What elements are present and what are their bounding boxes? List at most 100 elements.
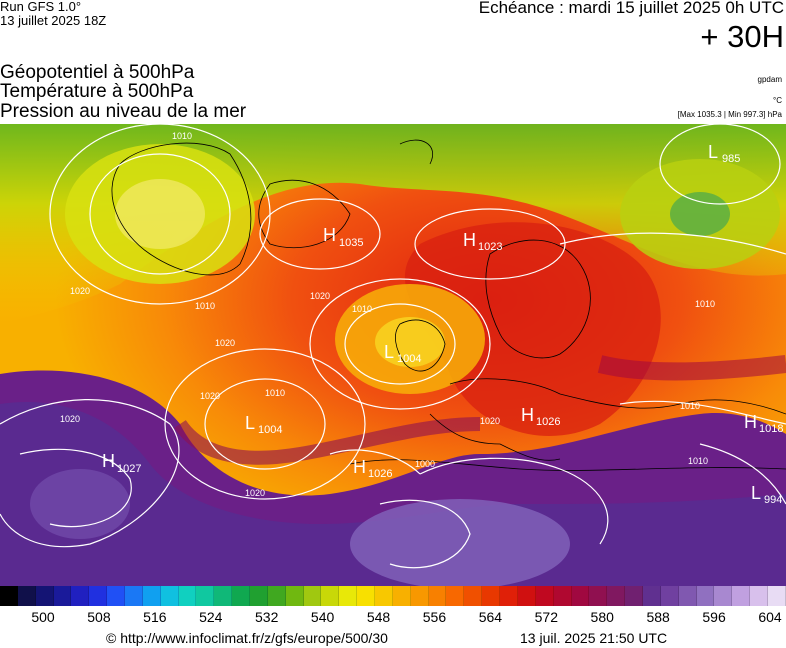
pressure-center: H 1018 <box>744 412 783 435</box>
color-swatch <box>160 586 179 606</box>
isobar-label: 1020 <box>245 488 265 498</box>
unit-celsius: °C <box>773 96 782 105</box>
color-scale-tick: 588 <box>646 609 670 625</box>
britain-coast <box>395 319 446 372</box>
color-swatch <box>464 586 483 606</box>
isobar-label: 1020 <box>480 416 500 426</box>
color-swatch <box>767 586 786 606</box>
isobar-label: 1010 <box>195 301 215 311</box>
unit-pressure-range: [Max 1035.3 | Min 997.3] hPa <box>677 110 782 119</box>
pressure-center: L 1004 <box>245 413 282 436</box>
isobar-label: 1010 <box>352 304 372 314</box>
color-swatch <box>732 586 751 606</box>
color-swatch <box>428 586 447 606</box>
isobar-label: 1020 <box>310 291 330 301</box>
pressure-center-value: 985 <box>722 153 740 165</box>
color-swatch <box>267 586 286 606</box>
subtropical-core <box>0 402 786 586</box>
pressure-center-value: 1027 <box>117 463 141 475</box>
isobar-iberia <box>329 449 421 475</box>
iceland-coast <box>258 180 351 249</box>
pressure-center-type: L <box>751 483 761 503</box>
color-swatch <box>35 586 54 606</box>
color-swatch <box>678 586 697 606</box>
isobar-label: 1010 <box>695 299 715 309</box>
color-swatch <box>285 586 304 606</box>
color-swatch <box>250 586 268 606</box>
pressure-center-type: H <box>102 451 115 471</box>
pressure-center-value: 1023 <box>478 241 502 253</box>
north-africa-coast <box>349 459 786 471</box>
color-swatch <box>607 586 626 606</box>
pressure-center-value: 1026 <box>536 416 560 428</box>
transition-band-east <box>597 355 786 381</box>
unit-gpdam: gpdam <box>757 75 782 84</box>
isobar-label: 1020 <box>200 391 220 401</box>
pressure-center-value: 994 <box>764 494 782 506</box>
color-scale-ticks: 500 508 516 524 532 540 548 556 564 572 580 588 596 6… <box>0 609 786 627</box>
pressure-center-type: L <box>384 342 394 362</box>
color-swatch <box>303 586 322 606</box>
pressure-center-type: L <box>245 413 255 433</box>
pressure-center: L 985 <box>708 142 740 165</box>
color-swatch <box>446 586 465 606</box>
color-scale-tick: 556 <box>422 609 447 625</box>
azores-warm-core <box>30 469 130 539</box>
generated-time: 13 juil. 2025 21:50 UTC <box>520 630 668 646</box>
pressure-center-value: 1004 <box>258 424 282 436</box>
color-swatch <box>71 586 90 606</box>
color-swatch <box>375 586 393 606</box>
color-scale-tick: 532 <box>255 609 279 625</box>
isobar-label: 1000 <box>415 459 435 469</box>
parameter-geopotential: Géopotentiel à 500hPa <box>0 62 195 83</box>
pressure-center-type: H <box>463 230 476 250</box>
pressure-center: H 1027 <box>102 451 141 475</box>
iberia-coast <box>429 413 561 461</box>
isobar-label: 1020 <box>215 338 235 348</box>
isobar-label: 1010 <box>265 388 285 398</box>
color-swatch <box>660 586 679 606</box>
forecast-offset: + 30H <box>700 19 784 54</box>
isobar-east-1 <box>619 400 786 425</box>
run-label: Run GFS 1.0° <box>0 0 82 14</box>
pressure-center-type: H <box>744 412 757 432</box>
parameter-pressure: Pression au niveau de la mer <box>0 101 247 122</box>
color-scale-tick: 596 <box>702 609 726 625</box>
color-swatch <box>714 586 733 606</box>
isobar-atlantic-low-2 <box>164 348 366 500</box>
isobar-greenland-1 <box>89 153 231 275</box>
transition-band <box>174 417 481 465</box>
weather-map-svg: 1010 1020 1020 1010 1010 1020 1020 1010 … <box>0 124 786 586</box>
color-scale-tick: 604 <box>758 609 782 625</box>
color-swatch <box>410 586 429 606</box>
isobar-label: 1010 <box>172 131 192 141</box>
color-scale-tick: 500 <box>31 609 55 625</box>
pressure-center-type: L <box>708 142 718 162</box>
isobar-uk-low-1 <box>344 303 456 385</box>
color-swatch <box>53 586 72 606</box>
isobar-iceland <box>259 198 381 270</box>
color-swatch <box>696 586 715 606</box>
color-swatch <box>482 586 501 606</box>
parameter-temperature: Température à 500hPa <box>0 81 194 102</box>
color-scale-tick: 572 <box>534 609 558 625</box>
color-swatch <box>321 586 340 606</box>
isobar-uk-low-2 <box>309 278 491 410</box>
color-swatch <box>750 586 768 606</box>
isobar-north-east <box>559 232 786 255</box>
pressure-center: H 1023 <box>463 230 502 253</box>
pressure-center: H 1026 <box>521 405 560 428</box>
pressure-center-type: H <box>521 405 534 425</box>
color-swatch <box>571 586 590 606</box>
pressure-center-type: H <box>353 457 366 477</box>
color-swatch <box>232 586 251 606</box>
color-scale-tick: 580 <box>590 609 614 625</box>
isobar-label: 1020 <box>60 414 80 424</box>
color-swatch <box>89 586 108 606</box>
color-swatch <box>357 586 376 606</box>
isobar-azores-1 <box>0 399 180 548</box>
color-swatch <box>0 586 18 606</box>
color-swatch <box>107 586 126 606</box>
pressure-center-value: 1035 <box>339 237 363 249</box>
color-swatch <box>517 586 536 606</box>
